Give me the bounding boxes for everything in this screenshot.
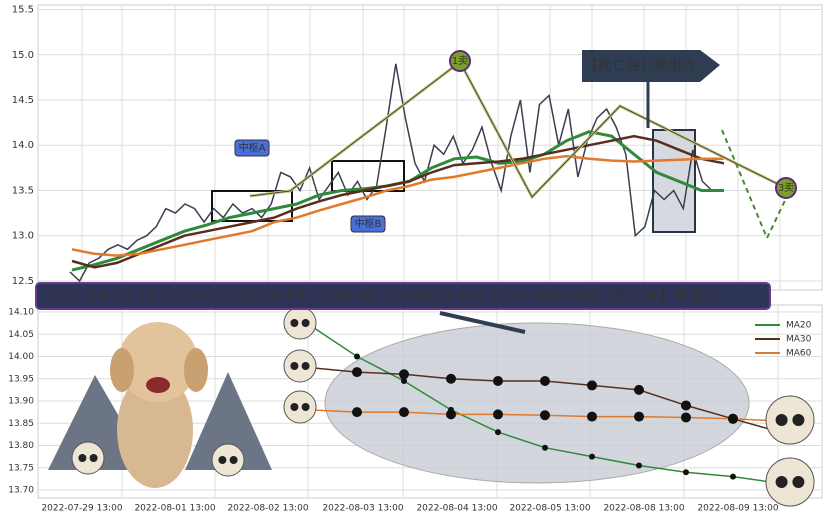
eye [775,476,788,488]
highlight [324,322,750,484]
point [446,409,456,420]
chart-title: 2022-08-02 14:00:00至2022-08-09 13:00:00 … [44,287,719,305]
series-line [71,134,725,269]
eye [792,414,805,426]
dog [117,372,193,488]
annotation: 【死亡谷】卖出点 [584,58,696,74]
skull [765,457,815,507]
point [352,367,362,378]
eye [89,454,98,462]
skull [211,443,245,477]
mountain [185,372,272,470]
point [399,369,409,380]
y-tick-label: 15.0 [12,50,34,61]
eye [78,454,87,462]
point [728,413,738,424]
annotation: 中枢B [355,217,382,230]
x-tick-label: 2022-08-04 13:00 [416,504,497,514]
eye [301,319,310,327]
point [636,462,642,469]
y-tick-label: 13.75 [8,463,34,473]
annotation: 1卖 [452,55,468,67]
eye [290,403,299,411]
skull [71,441,105,475]
label-box [350,215,386,233]
point [493,409,503,420]
skull [283,390,317,424]
point [446,373,456,384]
eye [775,414,788,426]
y-tick-label: 13.85 [8,419,34,429]
proj [721,129,791,241]
eye [792,476,805,488]
point [681,412,691,423]
point [634,411,644,422]
point [540,410,550,421]
point [589,453,595,460]
sell-mark [775,177,797,199]
point [354,353,360,360]
legend-label: MA30 [786,335,812,345]
point [401,377,407,384]
dog-head [118,322,198,402]
x-tick-label: 2022-08-01 13:00 [134,504,215,514]
skull [283,306,317,340]
point [681,400,691,411]
y-tick-label: 14.5 [12,95,34,106]
point [352,407,362,418]
x-tick-label: 2022-08-05 13:00 [509,504,590,514]
x-tick-label: 2022-07-29 13:00 [41,504,122,514]
y-tick-label: 13.70 [8,486,34,496]
y-tick-label: 15.5 [12,5,34,16]
y-tick-label: 13.5 [12,185,34,196]
point [587,411,597,422]
eye [301,403,310,411]
dog-mouth [146,377,170,393]
series-line [71,154,724,257]
sell-mark [449,50,471,72]
eye [290,362,299,370]
dog-ear [110,348,134,392]
point [493,375,503,386]
x-tick-label: 2022-08-08 13:00 [603,504,684,514]
eye [229,456,238,464]
point [587,380,597,391]
annotation: 3卖 [778,182,794,194]
point [634,384,644,395]
y-tick-label: 13.90 [8,397,34,407]
point [542,444,548,451]
point [683,469,689,476]
y-tick-label: 14.10 [8,308,34,318]
label-box [234,139,270,157]
y-tick-label: 12.5 [12,276,34,287]
y-tick-label: 13.95 [8,374,34,384]
y-tick-label: 13.0 [12,231,34,242]
eye [218,456,227,464]
arrow [439,311,526,334]
point [540,375,550,386]
x-tick-label: 2022-08-02 13:00 [227,504,308,514]
skull [765,395,815,445]
title-box [35,282,771,310]
y-tick-label: 14.05 [8,330,34,340]
dog-ear [184,348,208,392]
legend-label: MA20 [786,321,812,331]
x-tick-label: 2022-08-09 13:00 [697,504,778,514]
eye [290,319,299,327]
x-tick-label: 2022-08-03 13:00 [322,504,403,514]
eye [301,362,310,370]
point [399,407,409,418]
y-tick-label: 13.80 [8,441,34,451]
legend-label: MA60 [786,349,812,359]
point [495,429,501,436]
point [730,473,736,480]
y-tick-label: 14.00 [8,352,34,362]
series-line [69,63,713,283]
y-tick-label: 14.0 [12,140,34,151]
annotation: 中枢A [239,141,266,154]
callout [582,50,720,82]
skull [283,349,317,383]
